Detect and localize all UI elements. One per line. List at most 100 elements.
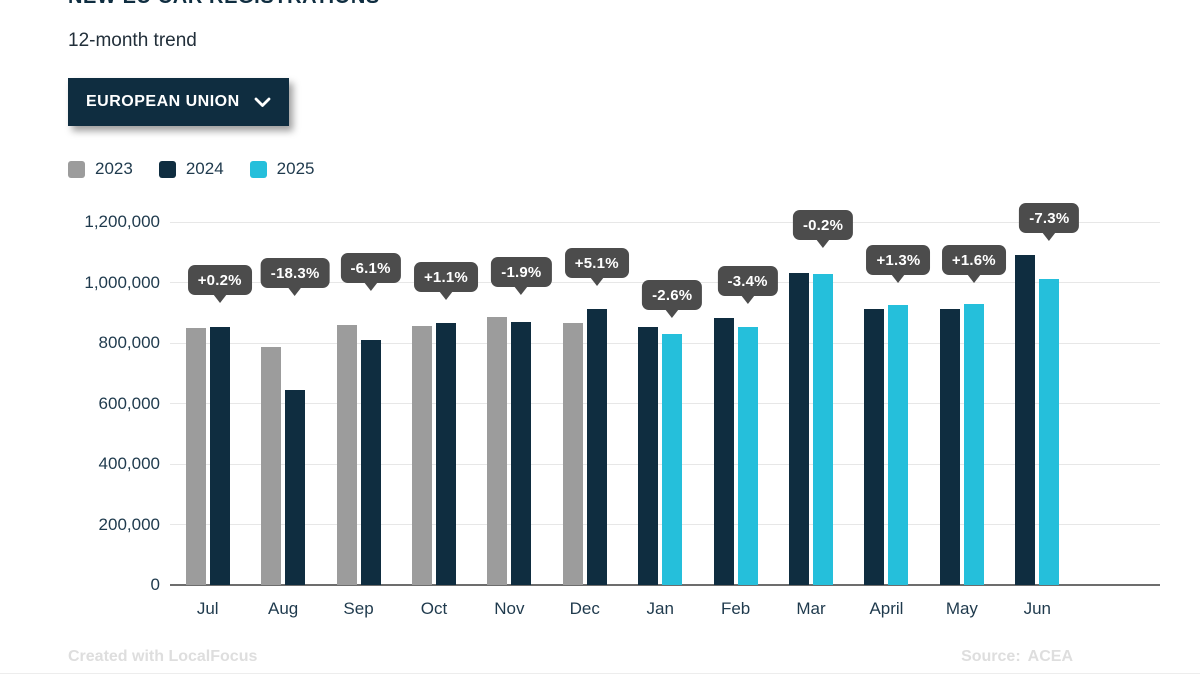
x-tick-label: April <box>869 599 904 618</box>
tooltip-tail-icon <box>589 277 604 286</box>
bar-2024-may[interactable] <box>939 309 960 585</box>
change-tooltip: -2.6% <box>642 280 703 318</box>
tooltip-label: +1.3% <box>866 245 931 275</box>
change-tooltip: +0.2% <box>187 265 252 303</box>
change-tooltip: +1.3% <box>866 245 931 283</box>
change-tooltip: +1.1% <box>413 262 478 300</box>
change-tooltip: -6.1% <box>340 253 401 291</box>
source-label: Source: <box>961 648 1021 665</box>
change-tooltip: -0.2% <box>792 210 854 248</box>
bar-2024-sep[interactable] <box>360 340 381 585</box>
region-dropdown-label: EUROPEAN UNION <box>86 93 240 110</box>
bar-2024-oct[interactable] <box>435 323 456 585</box>
change-tooltip: -1.9% <box>491 257 552 295</box>
tooltip-label: -0.2% <box>792 210 854 240</box>
x-tick-label: Sep <box>343 599 374 618</box>
change-tooltip: +1.6% <box>941 245 1006 283</box>
region-dropdown[interactable]: EUROPEAN UNION <box>68 78 289 126</box>
x-tick-label: Jan <box>646 599 674 618</box>
y-tick-label: 0 <box>150 575 160 594</box>
change-tooltip: -7.3% <box>1019 203 1080 241</box>
bar-2024-nov[interactable] <box>511 321 532 585</box>
legend-item-2025[interactable]: 2025 <box>249 159 315 179</box>
legend-label: 2024 <box>185 159 224 178</box>
y-tick-label: 800,000 <box>98 333 160 352</box>
page-title: NEW EU CAR REGISTRATIONS <box>68 0 588 9</box>
bar-2023-oct[interactable] <box>411 326 432 585</box>
x-tick-label: Feb <box>720 599 751 618</box>
legend-swatch-2025 <box>249 160 267 178</box>
bar-2025-jun[interactable] <box>1039 279 1060 585</box>
bar-2024-april[interactable] <box>864 308 885 585</box>
legend: 2023 2024 2025 <box>68 159 314 179</box>
bar-2024-jan[interactable] <box>638 327 659 585</box>
change-tooltip: +5.1% <box>564 248 629 286</box>
source-text: Source: ACEA <box>961 648 1073 666</box>
bar-2025-mar[interactable] <box>813 273 834 585</box>
tooltip-label: +1.1% <box>413 262 478 292</box>
x-tick-label: Dec <box>569 599 600 618</box>
chart-subtitle: 12-month trend <box>68 30 197 51</box>
tooltip-label: -7.3% <box>1019 203 1080 233</box>
tooltip-tail-icon <box>891 274 906 283</box>
tooltip-tail-icon <box>514 286 529 295</box>
tooltip-label: -2.6% <box>642 280 703 310</box>
tooltip-label: -18.3% <box>260 258 330 288</box>
tooltip-tail-icon <box>740 295 755 304</box>
change-tooltip: -18.3% <box>260 258 330 296</box>
tooltip-tail-icon <box>288 287 303 296</box>
tooltip-tail-icon <box>665 309 680 318</box>
x-tick-label: Oct <box>420 599 448 618</box>
bar-2024-dec[interactable] <box>586 309 607 585</box>
chevron-down-icon <box>254 97 271 108</box>
bar-2023-jul[interactable] <box>185 327 206 585</box>
credit-text: Created with LocalFocus <box>68 648 258 665</box>
tooltip-tail-icon <box>816 239 831 248</box>
bar-2023-aug[interactable] <box>261 346 282 585</box>
gridline <box>170 221 1160 223</box>
x-tick-label: May <box>945 599 978 618</box>
bar-2025-jan[interactable] <box>662 333 683 585</box>
bar-2025-april[interactable] <box>888 304 909 585</box>
bar-2024-aug[interactable] <box>285 390 306 585</box>
tooltip-tail-icon <box>363 282 378 291</box>
tooltip-label: -1.9% <box>491 257 552 287</box>
bar-2024-feb[interactable] <box>713 317 734 585</box>
bar-2024-jun[interactable] <box>1015 255 1036 585</box>
y-tick-label: 600,000 <box>98 393 160 413</box>
x-tick-label: Aug <box>268 599 299 618</box>
bar-2023-nov[interactable] <box>487 316 508 585</box>
tooltip-tail-icon <box>966 274 981 283</box>
y-tick-label: 1,000,000 <box>84 272 160 292</box>
bar-2025-feb[interactable] <box>737 326 758 585</box>
legend-item-2023[interactable]: 2023 <box>68 159 133 179</box>
change-tooltip: -3.4% <box>717 266 778 304</box>
legend-swatch-2024 <box>158 160 176 178</box>
divider <box>0 673 1200 674</box>
source-value: ACEA <box>1027 648 1073 665</box>
tooltip-tail-icon <box>438 291 453 300</box>
x-tick-label: Mar <box>796 599 826 618</box>
x-tick-label: Jul <box>196 599 219 618</box>
x-axis-line <box>170 584 1160 586</box>
tooltip-tail-icon <box>212 294 227 303</box>
y-tick-label: 400,000 <box>98 454 160 473</box>
tooltip-label: +1.6% <box>941 245 1006 275</box>
y-tick-label: 200,000 <box>98 514 160 534</box>
legend-swatch-2023 <box>68 160 85 178</box>
bar-2023-sep[interactable] <box>336 324 357 585</box>
x-tick-label: Jun <box>1023 599 1051 618</box>
tooltip-label: +0.2% <box>187 265 252 295</box>
bar-2025-may[interactable] <box>963 303 984 585</box>
bar-2024-jul[interactable] <box>209 327 230 585</box>
legend-label: 2023 <box>95 159 133 178</box>
legend-label: 2025 <box>276 159 315 178</box>
bar-2023-dec[interactable] <box>562 322 583 585</box>
tooltip-tail-icon <box>1042 232 1057 241</box>
bar-2024-mar[interactable] <box>789 272 810 585</box>
legend-item-2024[interactable]: 2024 <box>158 159 224 179</box>
tooltip-label: -3.4% <box>717 266 778 296</box>
x-tick-label: Nov <box>494 599 525 618</box>
